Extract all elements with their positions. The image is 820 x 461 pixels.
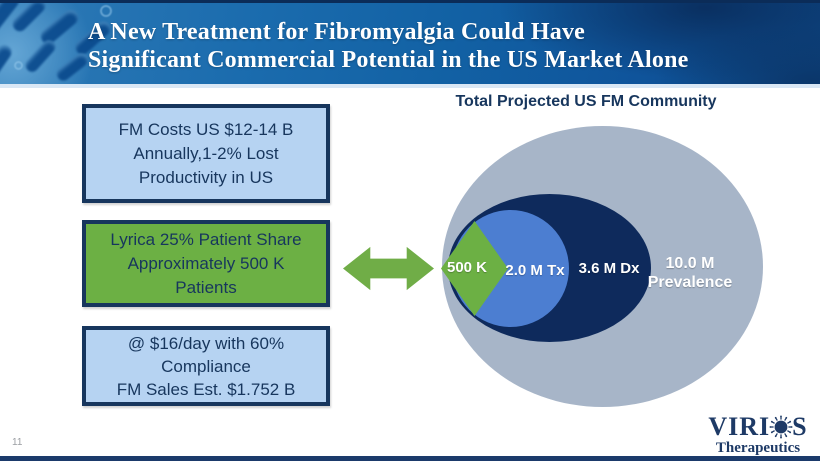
lyrica-share-line2: Approximately 500 K [127, 253, 285, 273]
slide-title-line1: A New Treatment for Fibromyalgia Could H… [88, 19, 586, 45]
sales-estimate-line2: Compliance [161, 356, 251, 376]
double-headed-arrow-icon [343, 246, 434, 291]
slide-title: A New Treatment for Fibromyalgia Could H… [88, 18, 818, 74]
logo-text-pre: VIRI [708, 412, 771, 441]
prevalence-label-line1: 10.0 M [665, 255, 715, 272]
sales-estimate-line3: FM Sales Est. $1.752 B [116, 379, 296, 399]
diagram-title: Total Projected US FM Community [455, 93, 717, 110]
virios-logo: VIRI [698, 414, 818, 457]
microbe-artwork [0, 3, 135, 84]
fm-costs-line2: Annually,1-2% Lost [133, 143, 279, 163]
sales-estimate-box: @ $16/day with 60% Compliance FM Sales E… [82, 326, 330, 406]
fm-costs-box: FM Costs US $12-14 B Annually,1-2% Lost … [82, 104, 330, 203]
diagnosed-label: 3.6 M Dx [578, 260, 640, 277]
page-number: 11 [12, 437, 23, 448]
lyrica-share-box: Lyrica 25% Patient Share Approximately 5… [82, 220, 330, 307]
fm-costs-line1: FM Costs US $12-14 B [118, 119, 294, 139]
slide-title-line2: Significant Commercial Potential in the … [88, 47, 689, 73]
prevalence-label: 10.0 M Prevalence [638, 254, 742, 292]
banner-underline [0, 84, 820, 88]
logo-text-post: S [792, 412, 808, 441]
lyrica-share-line3: Patients [175, 277, 237, 297]
diamond-label: 500 K [446, 259, 488, 276]
logo-tagline: Therapeutics [715, 440, 801, 456]
header-banner: A New Treatment for Fibromyalgia Could H… [0, 0, 820, 84]
bottom-bar [0, 456, 820, 461]
fm-costs-line3: Productivity in US [138, 167, 274, 187]
sales-estimate-line1: @ $16/day with 60% [127, 333, 285, 353]
treated-label: 2.0 M Tx [505, 262, 565, 279]
lyrica-share-line1: Lyrica 25% Patient Share [110, 229, 302, 249]
prevalence-label-line2: Prevalence [647, 274, 733, 291]
virus-icon [769, 415, 794, 439]
virios-wordmark: VIRI [698, 414, 818, 440]
